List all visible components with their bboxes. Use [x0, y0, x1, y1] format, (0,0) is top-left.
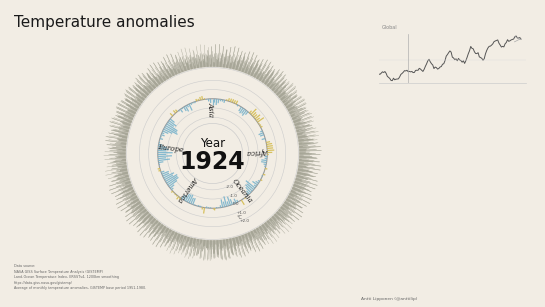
Text: America: America [176, 174, 199, 203]
Text: Year: Year [200, 137, 225, 150]
Text: Africa: Africa [248, 146, 269, 156]
Text: +1.0: +1.0 [237, 211, 246, 215]
Text: +2.0: +2.0 [240, 219, 250, 223]
Text: Europe: Europe [158, 143, 184, 154]
Text: Data source:
NASA GISS Surface Temperature Analysis (GISTEMP)
Land-Ocean Tempera: Data source: NASA GISS Surface Temperatu… [14, 264, 146, 290]
Text: Oceania: Oceania [230, 178, 254, 205]
Text: -1.0: -1.0 [229, 194, 238, 198]
Text: -2.0: -2.0 [226, 185, 234, 189]
Text: Asia: Asia [207, 102, 215, 117]
Text: Global: Global [382, 25, 397, 29]
Text: Temperature anomalies: Temperature anomalies [14, 15, 195, 30]
Text: 0.0: 0.0 [233, 202, 240, 206]
Text: Antti Lipponen (@anttilip): Antti Lipponen (@anttilip) [361, 297, 417, 301]
Circle shape [183, 123, 243, 184]
Text: 1924: 1924 [180, 150, 245, 174]
Text: °C: °C [237, 216, 243, 220]
